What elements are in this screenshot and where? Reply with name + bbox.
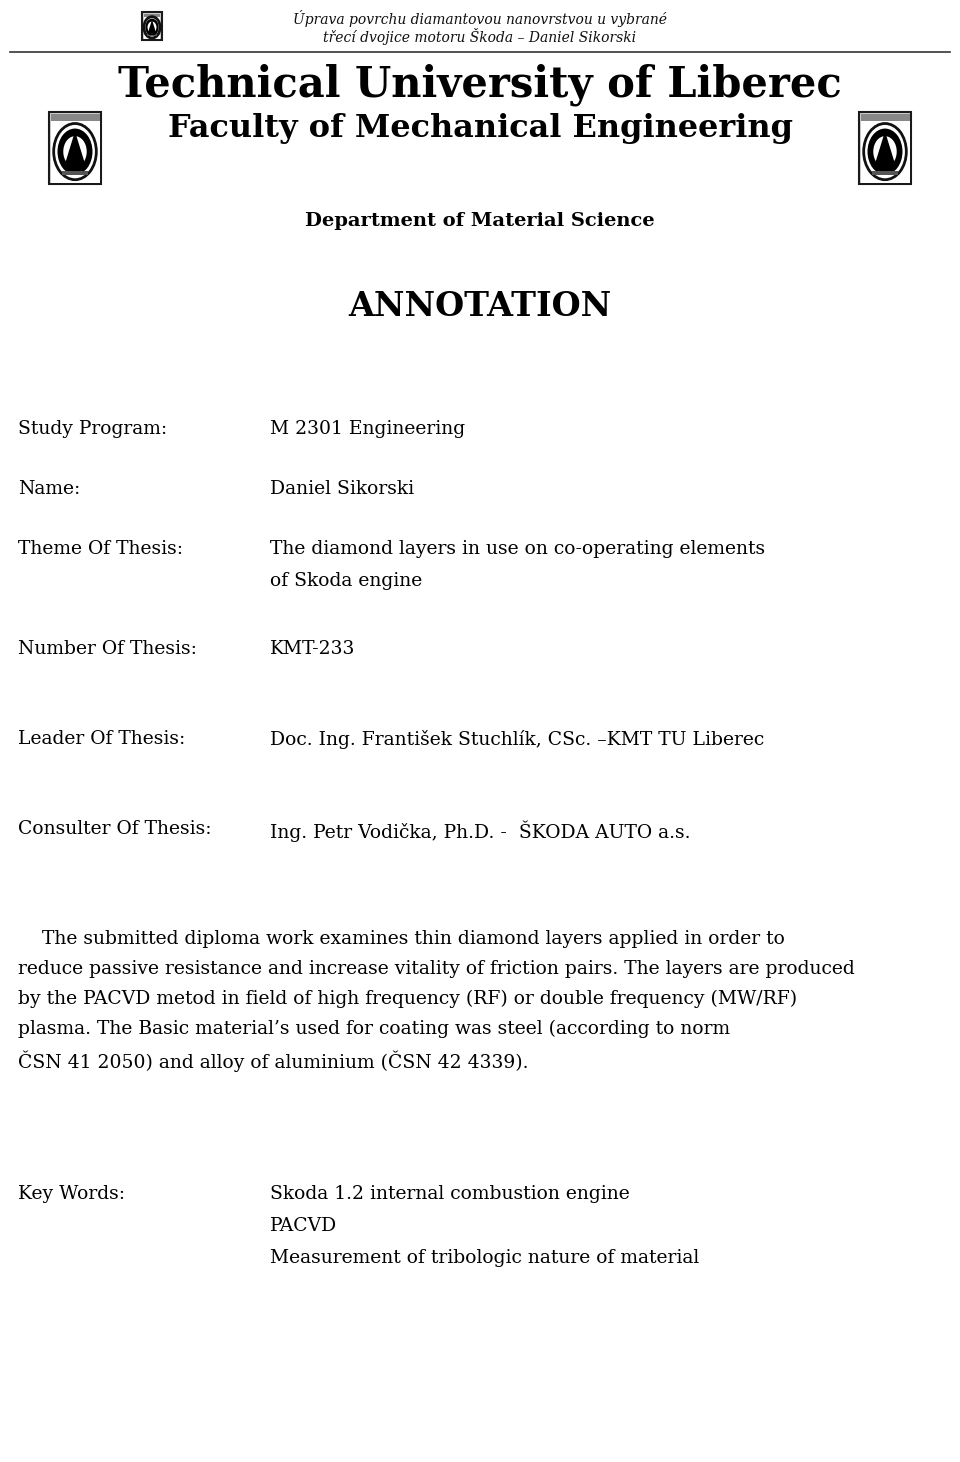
Bar: [873, 171, 898, 175]
Ellipse shape: [144, 16, 160, 38]
Ellipse shape: [54, 123, 96, 180]
Text: Skoda 1.2 internal combustion engine: Skoda 1.2 internal combustion engine: [270, 1186, 630, 1203]
Text: Ing. Petr Vodička, Ph.D. -  ŠKODA AUTO a.s.: Ing. Petr Vodička, Ph.D. - ŠKODA AUTO a.…: [270, 820, 690, 842]
Text: Measurement of tribologic nature of material: Measurement of tribologic nature of mate…: [270, 1249, 699, 1268]
Text: Name:: Name:: [18, 480, 81, 499]
Text: Technical University of Liberec: Technical University of Liberec: [118, 63, 842, 105]
Text: PACVD: PACVD: [270, 1216, 337, 1235]
Text: Theme Of Thesis:: Theme Of Thesis:: [18, 539, 183, 558]
Text: Leader Of Thesis:: Leader Of Thesis:: [18, 730, 185, 749]
Ellipse shape: [864, 123, 906, 180]
Text: KMT-233: KMT-233: [270, 640, 355, 658]
Text: plasma. The Basic material’s used for coating was steel (according to norm: plasma. The Basic material’s used for co…: [18, 1020, 731, 1038]
Ellipse shape: [868, 129, 902, 174]
Ellipse shape: [63, 136, 86, 167]
Bar: [51, 114, 100, 121]
Text: Doc. Ing. František Stuchlík, CSc. –KMT TU Liberec: Doc. Ing. František Stuchlík, CSc. –KMT …: [270, 730, 764, 749]
Text: by the PACVD metod in field of high frequency (RF) or double frequency (MW/RF): by the PACVD metod in field of high freq…: [18, 990, 797, 1009]
Text: Key Words:: Key Words:: [18, 1186, 125, 1203]
Text: The diamond layers in use on co-operating elements: The diamond layers in use on co-operatin…: [270, 539, 765, 558]
Text: of Skoda engine: of Skoda engine: [270, 572, 422, 591]
Polygon shape: [63, 132, 86, 168]
Bar: [51, 121, 100, 183]
Ellipse shape: [145, 19, 158, 37]
Text: Faculty of Mechanical Engineering: Faculty of Mechanical Engineering: [167, 113, 793, 143]
Text: The submitted diploma work examines thin diamond layers applied in order to: The submitted diploma work examines thin…: [18, 930, 785, 947]
FancyBboxPatch shape: [49, 113, 101, 184]
Ellipse shape: [58, 129, 92, 174]
Text: ČSN 41 2050) and alloy of aluminium (ČSN 42 4339).: ČSN 41 2050) and alloy of aluminium (ČSN…: [18, 1050, 529, 1072]
Text: ANNOTATION: ANNOTATION: [348, 289, 612, 323]
FancyBboxPatch shape: [859, 113, 911, 184]
Bar: [62, 171, 87, 175]
Polygon shape: [874, 132, 897, 168]
Ellipse shape: [874, 136, 897, 167]
Text: Úprava povrchu diamantovou nanovrstvou u vybrané: Úprava povrchu diamantovou nanovrstvou u…: [293, 10, 667, 26]
Polygon shape: [148, 19, 156, 34]
Text: Consulter Of Thesis:: Consulter Of Thesis:: [18, 820, 211, 838]
Text: reduce passive resistance and increase vitality of friction pairs. The layers ar: reduce passive resistance and increase v…: [18, 961, 854, 978]
Text: Study Program:: Study Program:: [18, 420, 167, 439]
Text: Department of Material Science: Department of Material Science: [305, 212, 655, 230]
Bar: [860, 114, 909, 121]
Text: Number Of Thesis:: Number Of Thesis:: [18, 640, 197, 658]
Ellipse shape: [148, 22, 156, 34]
Text: Daniel Sikorski: Daniel Sikorski: [270, 480, 414, 499]
Bar: [144, 16, 160, 39]
Bar: [144, 13, 160, 16]
Text: třecí dvojice motoru Škoda – Daniel Sikorski: třecí dvojice motoru Škoda – Daniel Siko…: [324, 28, 636, 45]
Text: M 2301 Engineering: M 2301 Engineering: [270, 420, 466, 439]
FancyBboxPatch shape: [142, 12, 162, 39]
Bar: [147, 35, 156, 37]
Bar: [0, 0, 960, 53]
Bar: [860, 121, 909, 183]
